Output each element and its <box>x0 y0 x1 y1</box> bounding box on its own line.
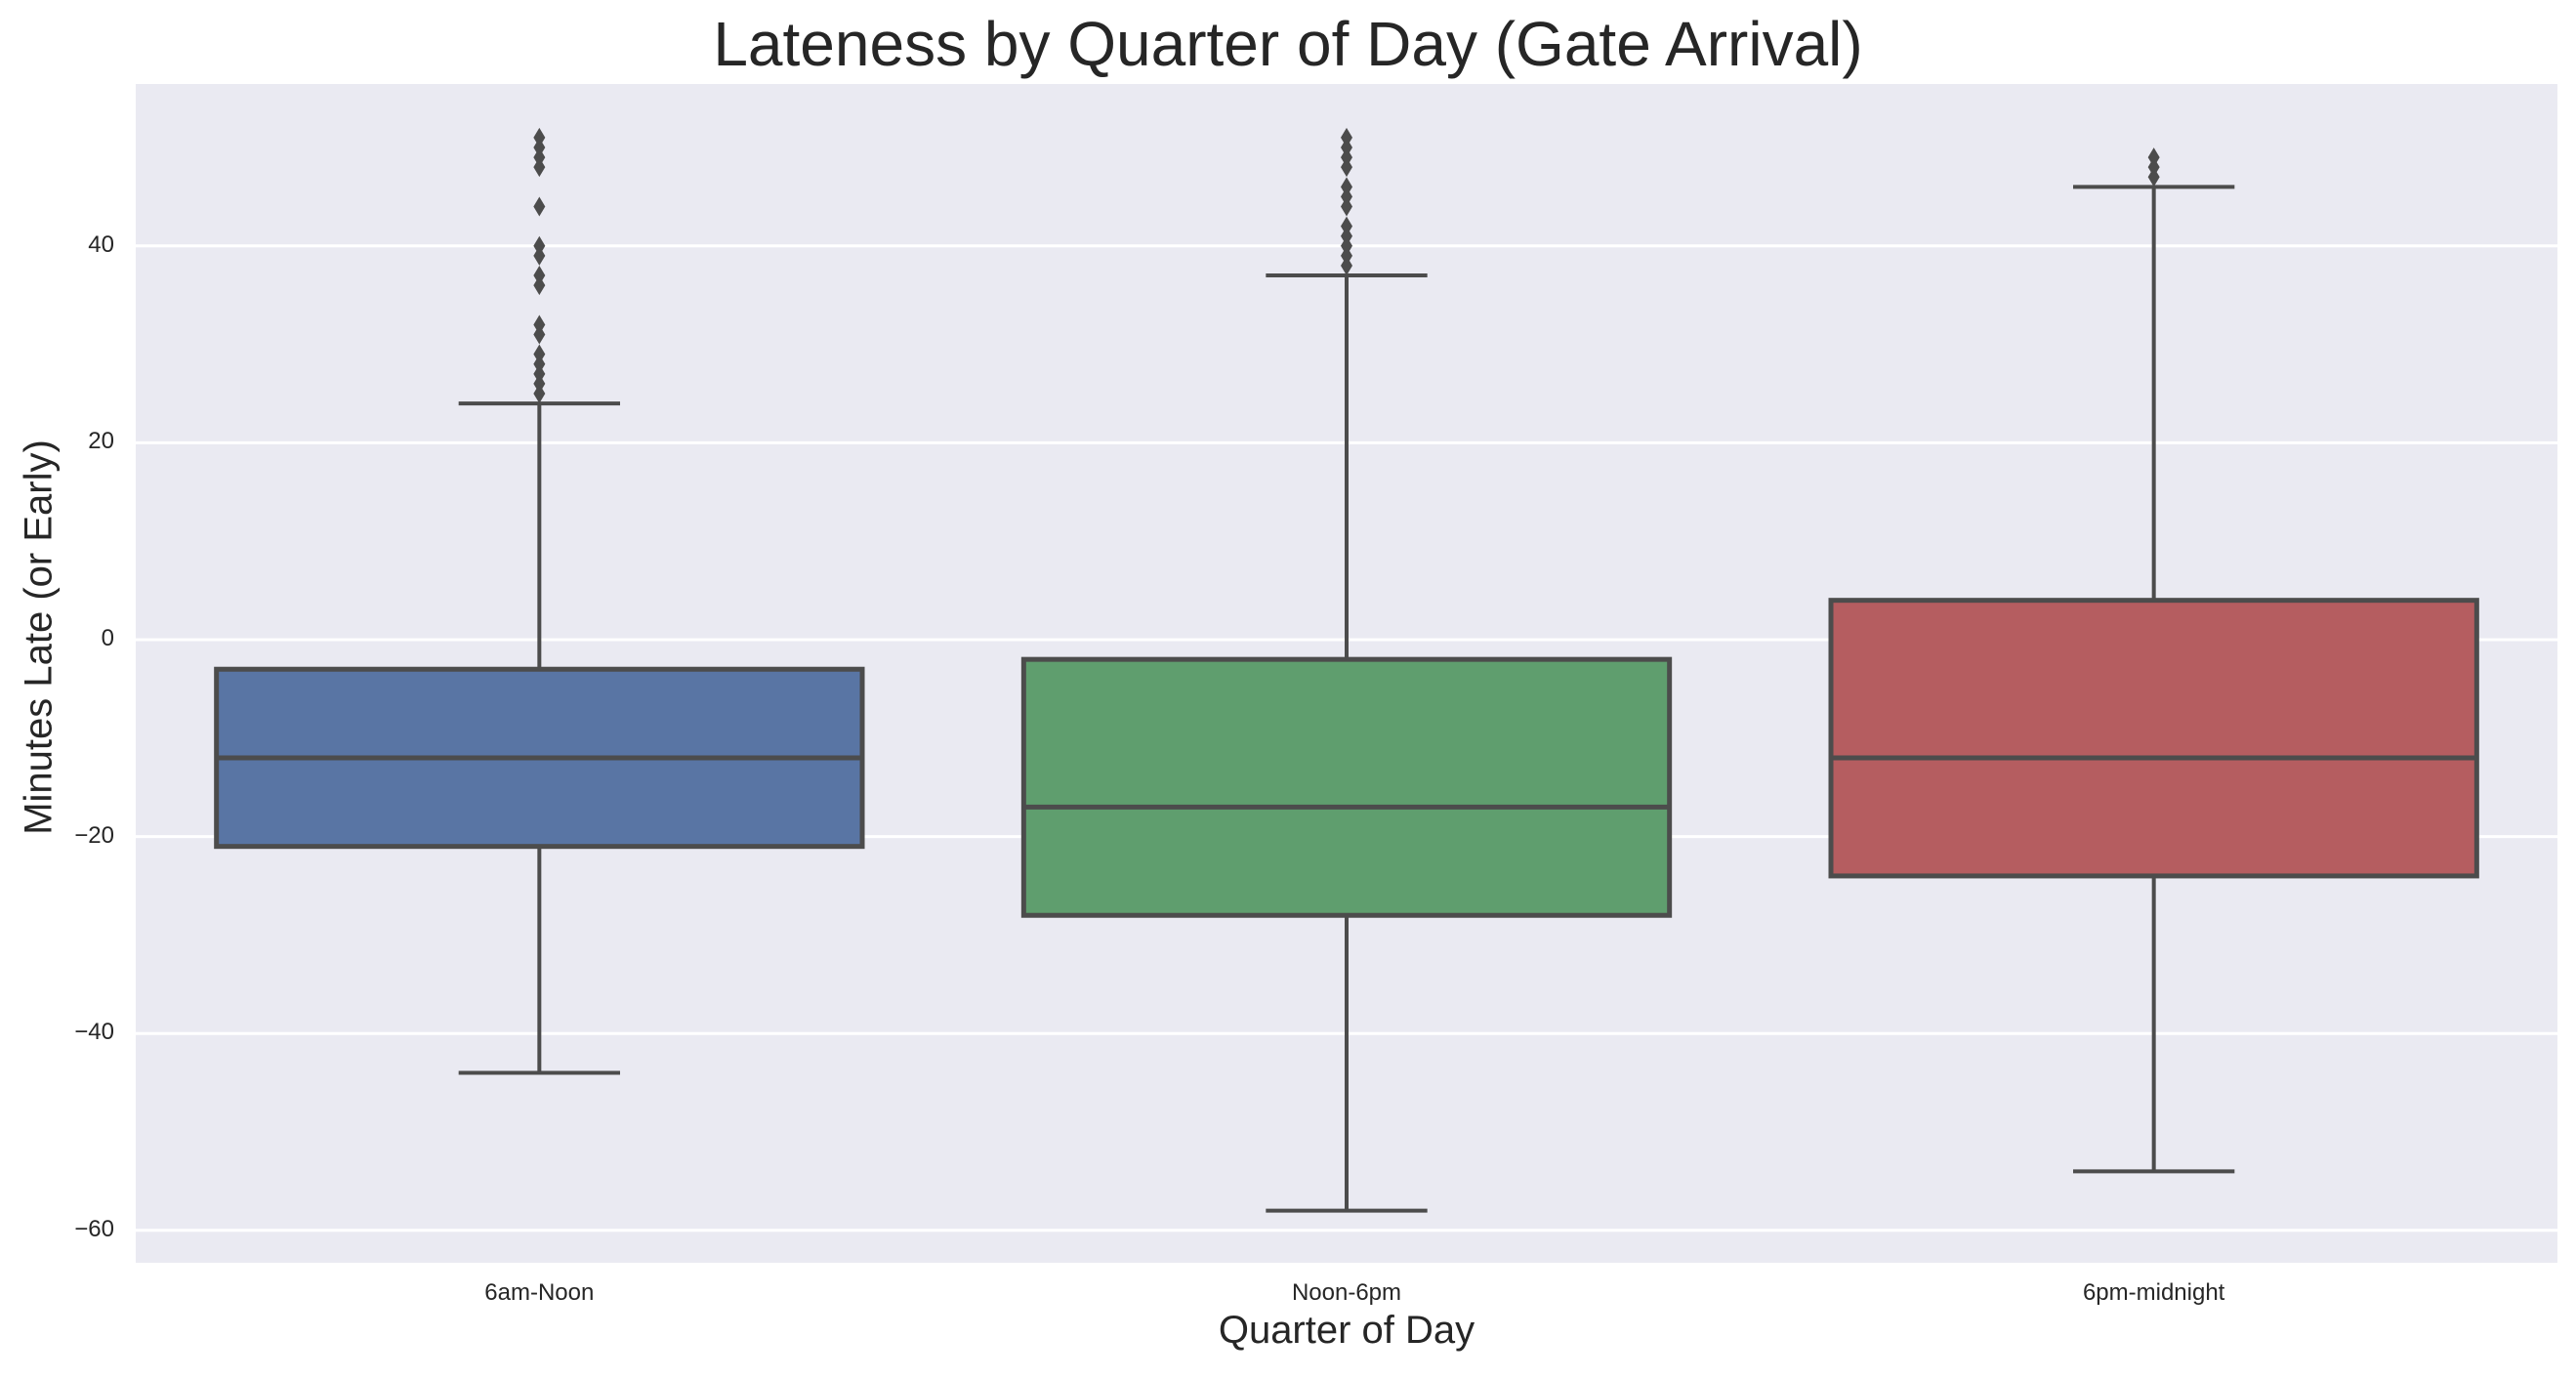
outlier-marker <box>533 266 546 286</box>
outlier-marker <box>533 354 546 374</box>
box-6pm-midnight <box>1828 147 2479 1174</box>
outlier-marker <box>533 363 546 384</box>
x-tick-label: Noon-6pm <box>1291 1279 1402 1306</box>
y-axis-label: Minutes Late (or Early) <box>17 439 61 835</box>
outlier-marker <box>533 138 546 157</box>
y-tick-label: −20 <box>74 821 114 849</box>
outlier-marker <box>2147 147 2160 168</box>
outlier-marker <box>533 314 546 335</box>
y-tick-label: 20 <box>88 428 114 455</box>
outlier-marker <box>1341 196 1352 217</box>
outlier-marker <box>533 373 546 394</box>
outlier-marker <box>1341 226 1352 246</box>
outlier-marker <box>533 324 546 345</box>
box-plots <box>214 127 2479 1213</box>
y-tick-label: 0 <box>101 625 114 651</box>
iqr-box <box>1020 656 1673 918</box>
outlier-marker <box>533 235 546 256</box>
outlier-marker <box>1341 245 1352 266</box>
outlier-marker <box>533 157 546 178</box>
y-tick-label: −60 <box>74 1215 114 1242</box>
outlier-marker <box>2147 167 2160 188</box>
x-tick-label: 6am-Noon <box>484 1279 595 1306</box>
outlier-marker <box>1341 187 1352 207</box>
outlier-marker <box>1341 157 1352 178</box>
outlier-marker <box>1341 138 1352 157</box>
chart-title: Lateness by Quarter of Day (Gate Arrival… <box>713 9 1863 79</box>
y-tick-label: −40 <box>74 1019 114 1046</box>
outlier-marker <box>1341 127 1352 147</box>
outlier-marker <box>533 147 546 168</box>
outlier-marker <box>533 127 546 147</box>
outlier-marker <box>1341 235 1352 256</box>
x-tick-label: 6pm-midnight <box>2082 1279 2225 1306</box>
outlier-marker <box>1341 177 1352 197</box>
outlier-marker <box>533 275 546 296</box>
outlier-marker <box>1341 216 1352 236</box>
outlier-marker <box>2147 157 2160 178</box>
outlier-marker <box>533 344 546 364</box>
box-6am-noon <box>214 127 865 1075</box>
outlier-marker <box>533 384 546 403</box>
outlier-marker <box>1341 147 1352 168</box>
box-noon-6pm <box>1020 127 1673 1213</box>
x-axis-label: Quarter of Day <box>1218 1309 1475 1352</box>
y-tick-label: 40 <box>88 230 114 258</box>
outlier-marker <box>533 245 546 266</box>
outlier-marker <box>1341 255 1352 275</box>
outlier-marker <box>533 196 546 217</box>
iqr-box <box>1828 598 2479 879</box>
